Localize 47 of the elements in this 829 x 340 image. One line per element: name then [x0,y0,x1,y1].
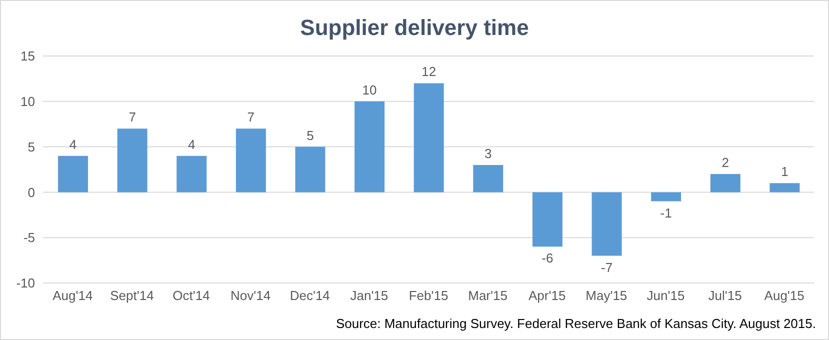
chart-title: Supplier delivery time [299,15,530,41]
data-label: -6 [542,250,554,266]
x-tick-label: Jan'15 [350,288,388,304]
bar [710,174,740,192]
x-tick-label: Mar'15 [468,288,508,304]
data-label: 3 [484,146,492,161]
y-tick-label: 10 [20,94,35,110]
data-label: 4 [69,136,77,152]
x-tick-label: May'15 [586,288,628,304]
bar [354,101,385,192]
y-tick-label: 15 [20,48,35,64]
data-label: 4 [188,136,196,152]
x-tick-label: Jun'15 [646,288,685,304]
data-label: 7 [128,110,136,125]
x-tick-label: Dec'14 [290,288,330,304]
data-label: 7 [247,110,255,125]
data-label: -1 [660,205,672,220]
bar [176,156,207,192]
source-note: Source: Manufacturing Survey. Federal Reserve Bank of Kansas City. August 2015. [336,316,816,331]
bar [295,146,326,192]
bar [532,192,562,247]
bar [58,156,88,192]
x-tick-label: Aug'15 [764,288,804,304]
x-tick-label: Sept'14 [110,288,154,304]
bar [770,183,800,192]
y-tick-label: -5 [23,230,35,246]
data-label: 12 [422,64,436,80]
bar [473,164,504,192]
bar [592,192,622,256]
bar [651,192,682,202]
bar [117,128,148,192]
bar [414,83,444,192]
y-tick-label: 5 [28,139,35,154]
y-tick-label: 0 [28,184,35,200]
data-label: -7 [600,260,613,275]
x-tick-label: Aug'14 [52,288,93,304]
data-label: 2 [722,155,729,170]
x-tick-label: Feb'15 [408,288,448,304]
x-tick-label: Oct'14 [172,288,210,304]
x-tick-label: Jul'15 [708,288,742,304]
bar [236,128,266,192]
data-label: 1 [781,164,788,180]
data-label: 5 [306,128,314,143]
x-tick-label: Nov'14 [230,288,271,304]
x-tick-label: Apr'15 [528,288,566,304]
y-tick-label: -10 [16,276,35,291]
data-label: 10 [362,82,377,98]
